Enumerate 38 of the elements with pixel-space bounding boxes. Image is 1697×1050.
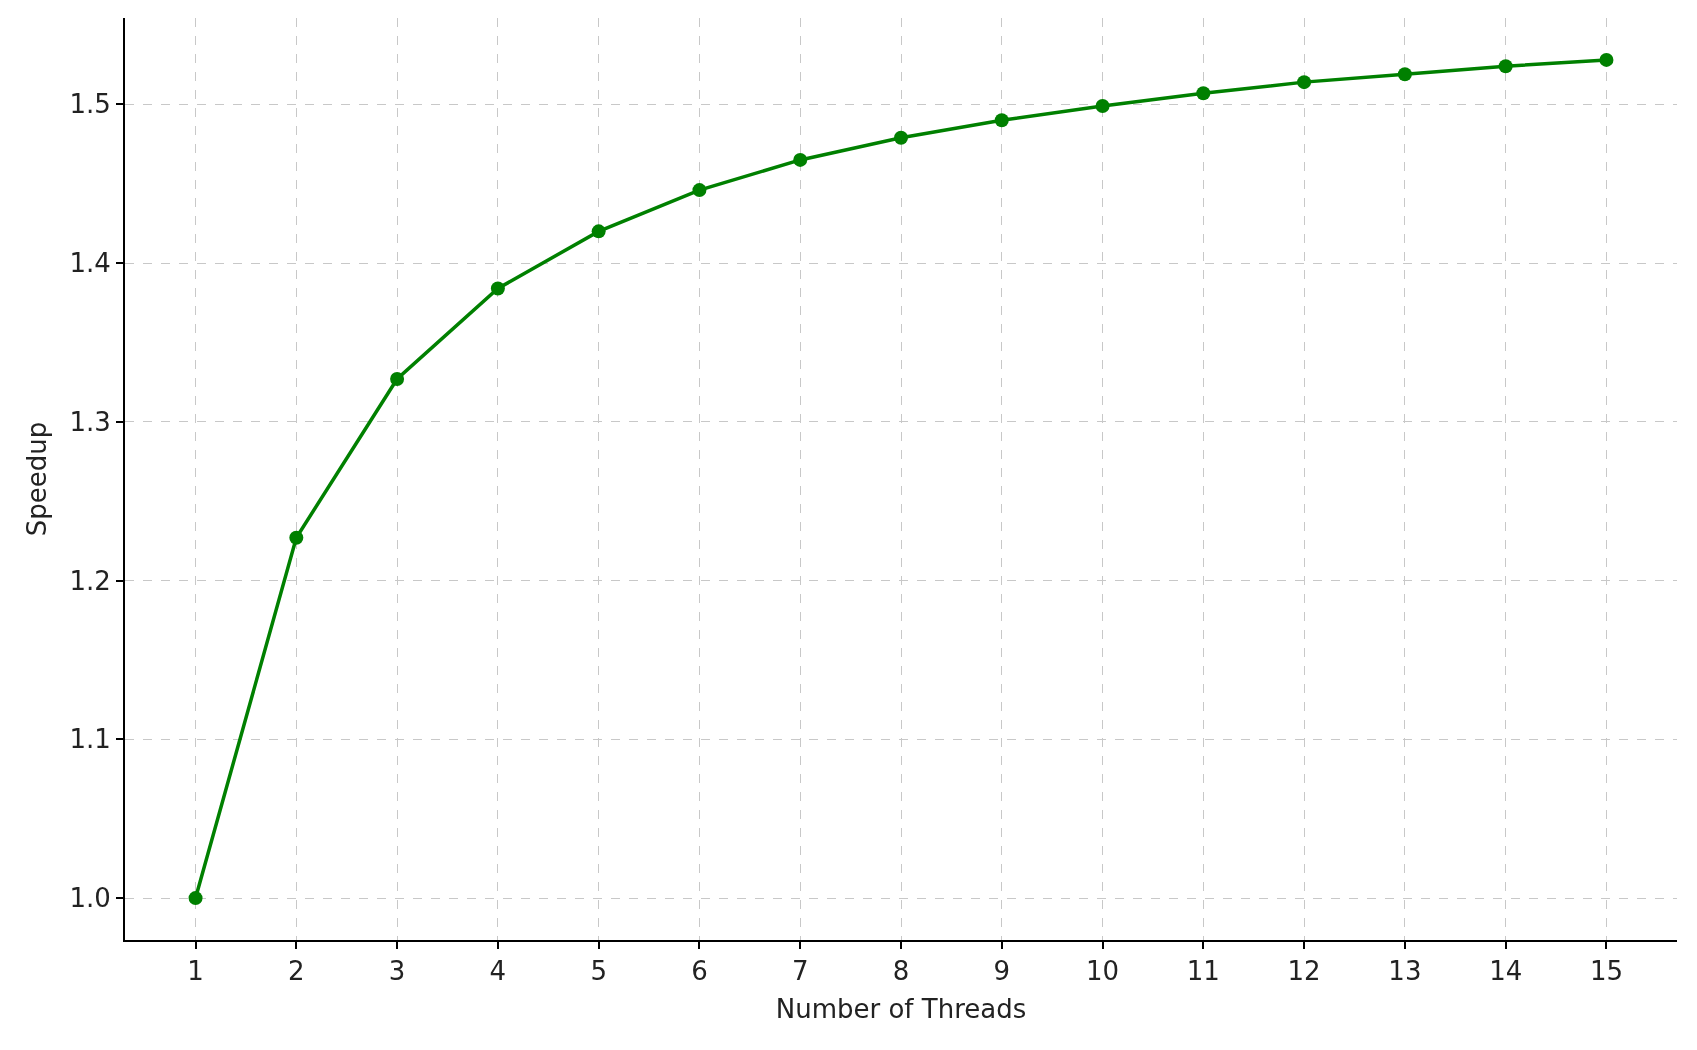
x-tick-label: 11 — [1186, 956, 1220, 987]
x-tick-label: 2 — [288, 956, 305, 987]
point — [1599, 52, 1614, 67]
x-tick-label: 9 — [993, 956, 1011, 987]
point — [1397, 67, 1412, 82]
x-tick-label: 3 — [388, 956, 406, 987]
y-tick-label: 1.1 — [69, 724, 111, 755]
x-axis-title: Number of Threads — [775, 994, 1027, 1025]
x-tick-label: 10 — [1086, 956, 1120, 987]
y-tick-label: 1.4 — [69, 248, 111, 279]
x-tick-label: 12 — [1287, 956, 1321, 987]
point — [490, 281, 505, 296]
point — [994, 113, 1009, 128]
x-tick-label: 5 — [590, 956, 607, 987]
y-tick-label: 1.3 — [69, 406, 111, 437]
point — [188, 891, 203, 906]
y-axis-title: Speedup — [22, 421, 53, 537]
x-tick-label: 15 — [1589, 956, 1623, 987]
x-tick-label: 1 — [187, 956, 204, 987]
point — [289, 530, 304, 545]
point — [390, 371, 405, 386]
point — [591, 224, 606, 239]
point — [1196, 86, 1211, 101]
x-tick-label: 13 — [1388, 956, 1422, 987]
x-tick-label: 6 — [691, 956, 708, 987]
point — [692, 183, 707, 198]
point — [1498, 59, 1513, 74]
point — [1095, 98, 1110, 113]
x-tick-label: 14 — [1489, 956, 1523, 987]
point — [793, 152, 808, 167]
x-tick-label: 4 — [489, 956, 507, 987]
y-tick-label: 1.5 — [69, 89, 111, 120]
x-tick-label: 7 — [791, 956, 809, 987]
y-tick-label: 1.0 — [69, 883, 111, 914]
x-tick-label: 8 — [892, 956, 910, 987]
y-tick-label: 1.2 — [69, 565, 111, 596]
point — [894, 130, 908, 145]
point — [1297, 75, 1312, 90]
